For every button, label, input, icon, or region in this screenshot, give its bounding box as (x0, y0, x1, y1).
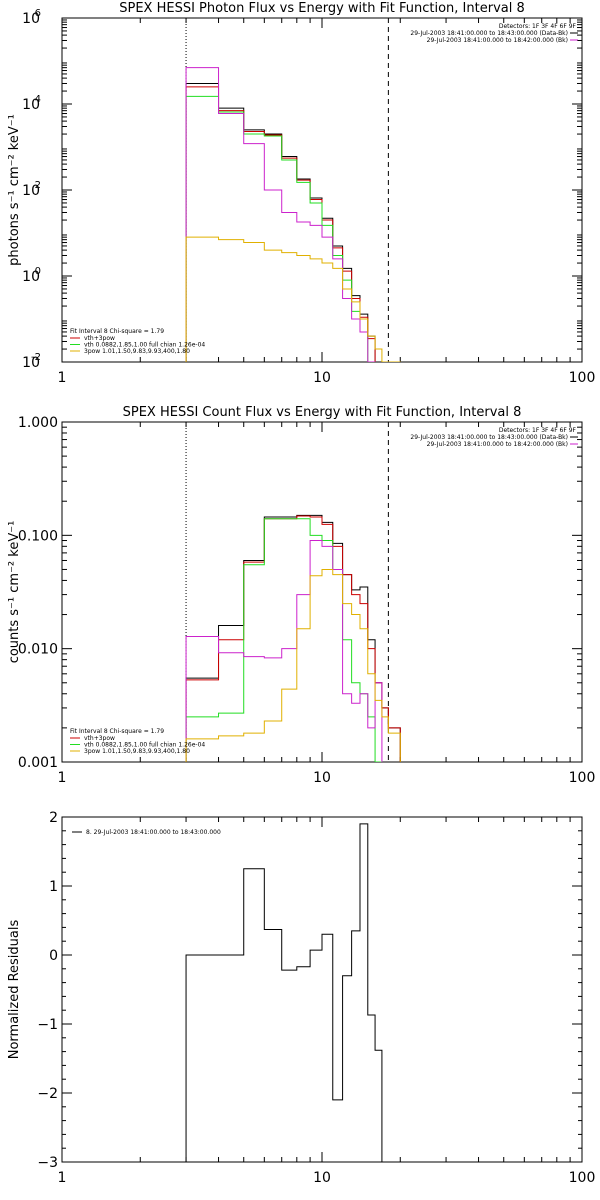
y-tick-base: 10 (22, 97, 40, 113)
x-tick-label: 100 (569, 1170, 596, 1186)
y-tick-label: 106 (22, 8, 41, 27)
plot-frame (61, 421, 583, 763)
interval-bk-label: 29-Jul-2003 18:41:00.000 to 18:42:00.000… (427, 441, 568, 448)
y-tick-label: −1 (37, 1017, 58, 1033)
y-tick-exponent: -2 (31, 352, 41, 363)
y-tick-label: 10-2 (22, 352, 41, 371)
legend-label-fit: vth+3pow (84, 735, 115, 742)
series-bpow-line (185, 568, 401, 762)
data-layer (185, 514, 401, 762)
y-axis-label: photons s⁻¹ cm⁻² keV⁻¹ (7, 114, 22, 266)
y-tick-label: 0 (49, 948, 58, 964)
y-tick-label: 2 (49, 810, 58, 826)
legend-header: Fit Interval 8 Chi-square = 1.79 (70, 328, 164, 335)
interval-bk-label: 29-Jul-2003 18:41:00.000 to 18:42:00.000… (427, 37, 568, 44)
y-tick-label: 102 (22, 180, 41, 199)
x-tick-label: 10 (313, 770, 331, 786)
chart-panel-3: Normalized Residuals 1 10 100 −3 −2 −1 0 1 2 8. 29… (7, 810, 595, 1186)
detectors-label: Detectors: 1F 3F 4F 6F 9F (499, 427, 577, 434)
x-tick-label: 1 (58, 370, 67, 386)
y-tick-label: −2 (37, 1086, 58, 1102)
legend-label-fit: vth+3pow (84, 335, 115, 342)
chart-title: SPEX HESSI Count Flux vs Energy with Fit… (123, 405, 522, 420)
y-tick-label: 0.010 (18, 642, 58, 658)
y-tick-base: 10 (22, 183, 40, 199)
legend-header: Fit Interval 8 Chi-square = 1.79 (70, 728, 164, 735)
y-tick-exponent: 0 (35, 266, 41, 277)
interval-data-label: 29-Jul-2003 18:41:00.000 to 18:43:00.000… (410, 30, 568, 37)
y-tick-label: 0.100 (18, 528, 58, 544)
y-tick-label: 0.001 (18, 755, 58, 771)
chart-title: SPEX HESSI Photon Flux vs Energy with Fi… (119, 1, 525, 16)
data-layer (185, 823, 389, 1162)
y-tick-base: 10 (22, 11, 40, 27)
y-tick-base: 10 (22, 269, 40, 285)
series-total-line (185, 823, 389, 1162)
y-axis-label: counts s⁻¹ cm⁻² keV⁻¹ (7, 521, 22, 664)
legend-label-bpow: 3pow 1.01,1.50,9.83,9.93,400,1.80 (84, 348, 190, 355)
legend-label-vth: vth 0.0882,1.85,1.00 full chian 1.26e-04 (84, 342, 205, 349)
chart-panel-2: SPEX HESSI Count Flux vs Energy with Fit… (7, 405, 596, 786)
x-tick-label: 10 (313, 370, 331, 386)
y-tick-label: 1.000 (18, 415, 58, 431)
chart-panel-1: SPEX HESSI Photon Flux vs Energy with Fi… (7, 1, 596, 386)
x-tick-label: 1 (58, 1170, 67, 1186)
x-tick-label: 100 (569, 770, 596, 786)
y-tick-label: 1 (49, 879, 58, 895)
series-model-line (185, 67, 376, 362)
interval-data-label: 29-Jul-2003 18:41:00.000 to 18:43:00.000… (410, 434, 568, 441)
x-tick-label: 10 (313, 1170, 331, 1186)
x-tick-label: 100 (569, 370, 596, 386)
y-tick-base: 10 (22, 355, 40, 371)
y-axis-label: Normalized Residuals (7, 920, 22, 1060)
data-layer (185, 67, 401, 362)
legend-label-bpow: 3pow 1.01,1.50,9.83,9.93,400,1.80 (84, 748, 190, 755)
plot-frame (61, 17, 583, 363)
series-vth-line (185, 95, 376, 362)
y-tick-label: −3 (37, 1155, 58, 1171)
y-tick-exponent: 6 (35, 8, 41, 19)
y-tick-label: 104 (22, 94, 41, 113)
legend-label-total: 8. 29-Jul-2003 18:41:00.000 to 18:43:00.… (86, 829, 221, 836)
plot-frame (61, 816, 583, 1163)
legend-label-vth: vth 0.0882,1.85,1.00 full chian 1.26e-04 (84, 742, 205, 749)
y-tick-label: 100 (22, 266, 41, 285)
x-tick-label: 1 (58, 770, 67, 786)
y-tick-exponent: 4 (35, 94, 41, 105)
y-tick-exponent: 2 (35, 180, 41, 191)
series-bpow-line (185, 236, 401, 362)
detectors-label: Detectors: 1F 3F 4F 6F 9F (499, 23, 577, 30)
